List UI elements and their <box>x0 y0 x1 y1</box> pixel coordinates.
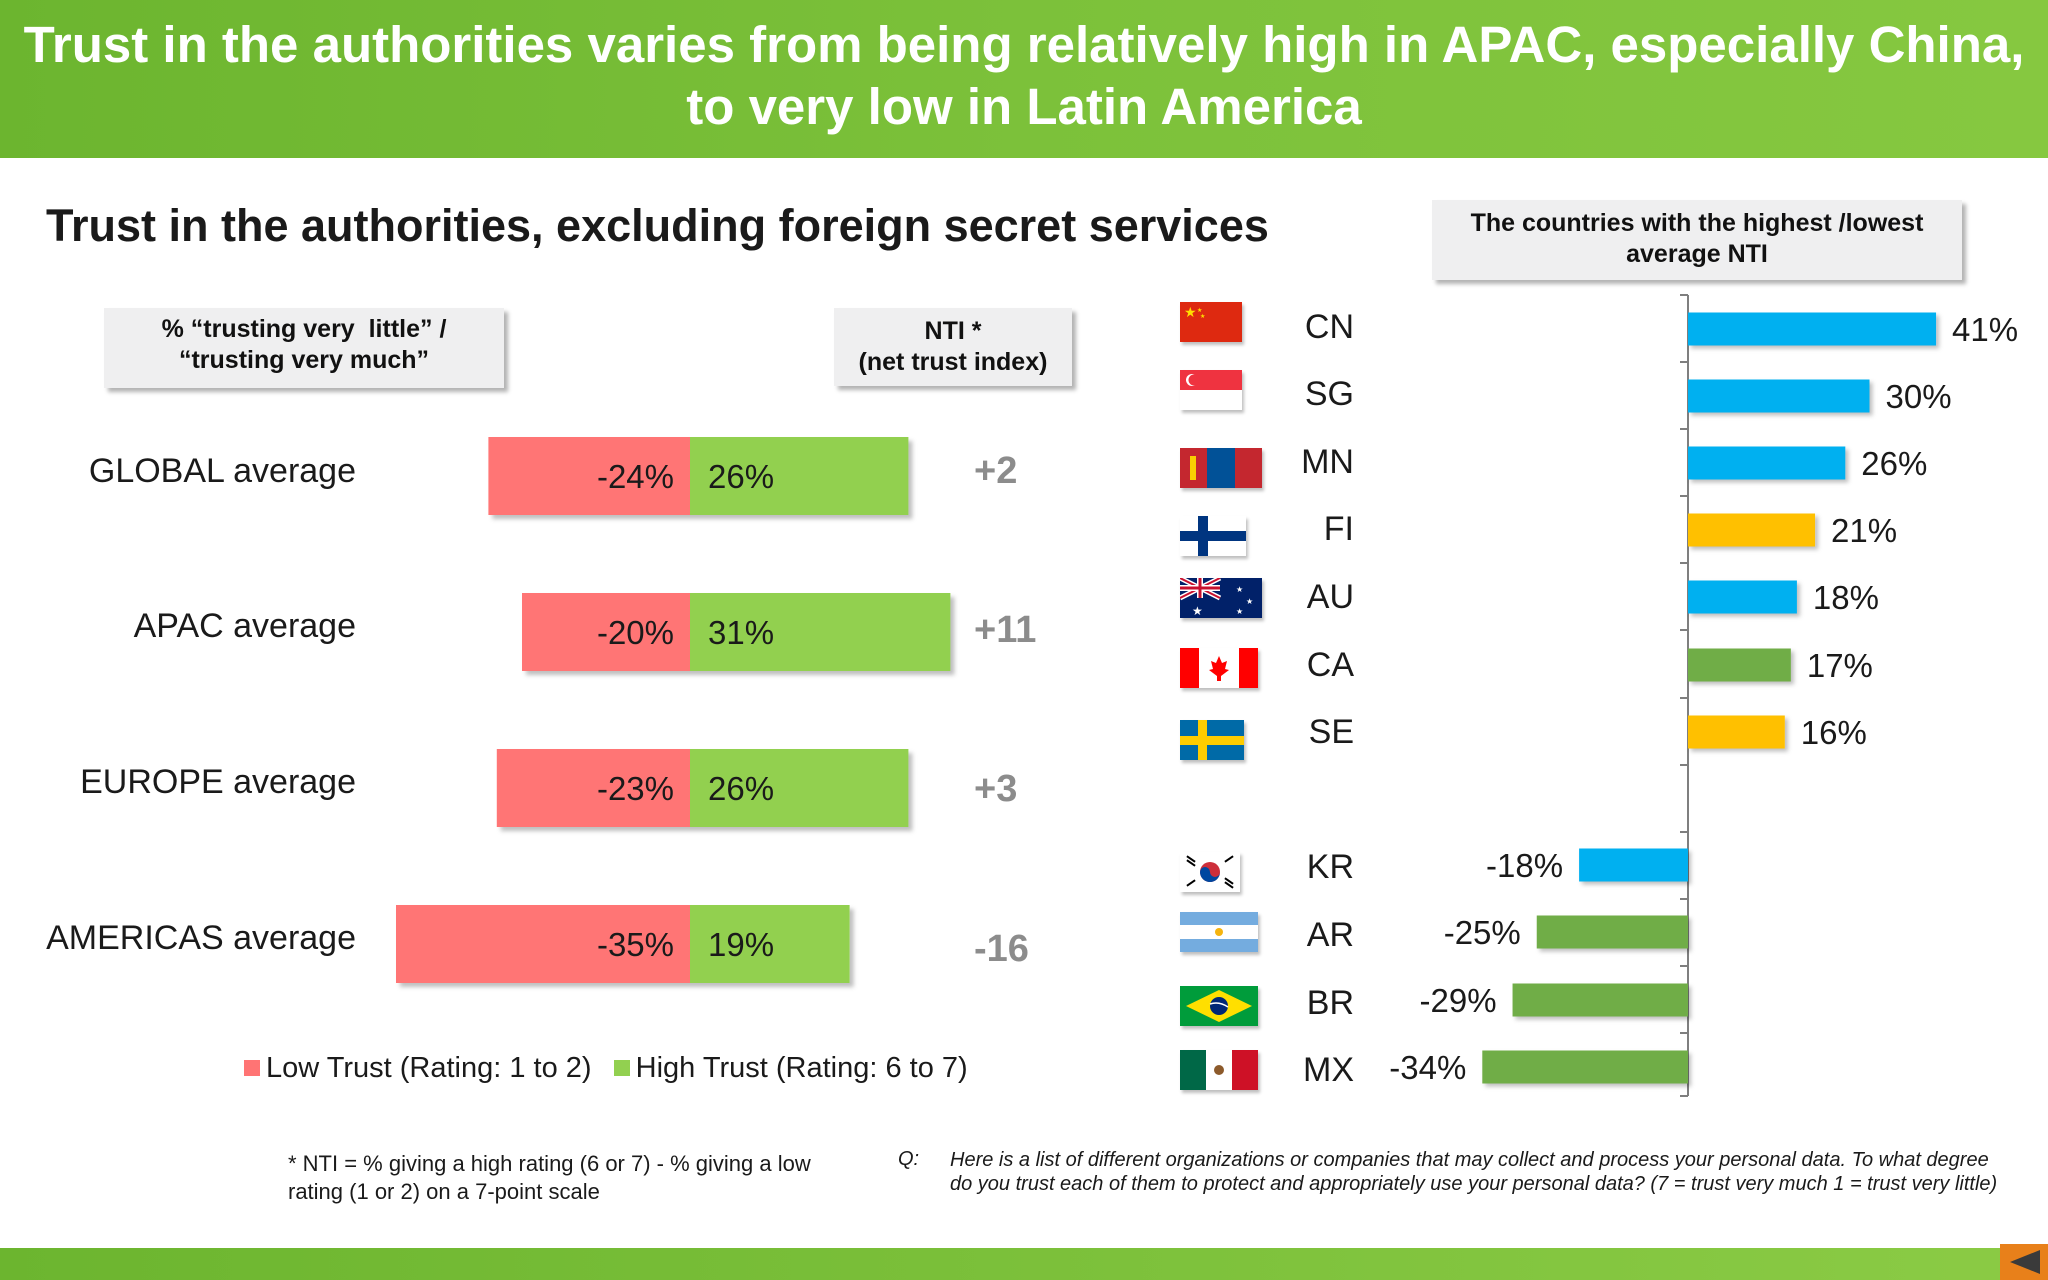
high-trust-label: 26% <box>708 770 774 807</box>
country-value-label: -25% <box>1444 914 1521 951</box>
country-bar <box>1688 580 1797 614</box>
country-bar <box>1688 379 1870 413</box>
region-label-europe: EUROPE average <box>80 763 356 801</box>
country-code-ca: CA <box>1306 646 1354 684</box>
country-code-ar: AR <box>1306 916 1354 954</box>
country-value-label: -34% <box>1389 1049 1466 1086</box>
legend-low-swatch <box>244 1060 260 1076</box>
highest-lowest-callout: The countries with the highest /lowest a… <box>1432 200 1962 280</box>
low-trust-bar <box>496 749 690 827</box>
svg-text:★: ★ <box>1200 313 1205 320</box>
svg-text:★: ★ <box>1192 604 1203 618</box>
country-code-br: BR <box>1306 984 1354 1022</box>
high-trust-bar <box>690 749 909 827</box>
flag-mongolia-icon <box>1180 448 1262 488</box>
legend-high-label: High Trust (Rating: 6 to 7) <box>635 1052 968 1084</box>
high-trust-bar <box>690 593 951 671</box>
country-code-fi: FI <box>1323 510 1354 548</box>
legend-low-label: Low Trust (Rating: 1 to 2) <box>266 1052 592 1084</box>
country-value-label: 30% <box>1886 378 1952 415</box>
country-code-se: SE <box>1308 713 1354 751</box>
low-trust-label: -24% <box>597 458 674 495</box>
country-value-label: 21% <box>1831 512 1897 549</box>
flag-brazil-icon <box>1180 986 1258 1026</box>
high-trust-bar <box>690 905 850 983</box>
region-label-americas: AMERICAS average <box>46 919 356 957</box>
question-text: Here is a list of different organization… <box>950 1149 1998 1195</box>
country-value-label: 17% <box>1807 647 1873 684</box>
arrow-left-icon <box>2010 1250 2040 1274</box>
chart-legend: Low Trust (Rating: 1 to 2) High Trust (R… <box>244 1052 968 1085</box>
nti-callout: NTI * (net trust index) <box>834 308 1072 386</box>
country-bar <box>1688 648 1791 682</box>
country-value-label: 18% <box>1813 579 1879 616</box>
region-label-apac: APAC average <box>133 607 356 645</box>
high-trust-label: 26% <box>708 458 774 495</box>
nti-value-apac: +11 <box>974 609 1037 651</box>
low-trust-label: -35% <box>597 926 674 963</box>
high-trust-label: 19% <box>708 926 774 963</box>
country-bar <box>1688 446 1846 480</box>
slide-title: Trust in the authorities varies from bei… <box>0 14 2048 138</box>
flag-argentina-icon <box>1180 912 1258 952</box>
low-trust-label: -23% <box>597 770 674 807</box>
question-label: Q: <box>898 1148 920 1170</box>
country-code-sg: SG <box>1304 375 1354 413</box>
low-trust-label: -20% <box>597 614 674 651</box>
country-value-label: 16% <box>1801 714 1867 751</box>
flag-south-korea-icon <box>1180 852 1240 892</box>
slide-title-line-2: to very low in Latin America <box>686 78 1362 135</box>
country-code-kr: KR <box>1306 848 1354 886</box>
footer-bar <box>0 1248 2048 1280</box>
country-value-label: 26% <box>1861 445 1927 482</box>
country-value-label: -18% <box>1486 847 1563 884</box>
flag-china-icon: ★ ★ ★ <box>1180 302 1242 342</box>
svg-text:★: ★ <box>1246 597 1253 606</box>
country-bar <box>1512 983 1688 1017</box>
nti-footnote: * NTI = % giving a high rating (6 or 7) … <box>288 1151 811 1204</box>
flag-australia-icon: ★ ★ ★ ★ <box>1180 578 1262 618</box>
svg-text:★: ★ <box>1236 607 1243 616</box>
flag-singapore-icon <box>1180 370 1242 410</box>
country-bar <box>1482 1050 1688 1084</box>
legend-high-swatch <box>613 1060 630 1076</box>
low-trust-bar <box>488 437 690 515</box>
svg-text:★: ★ <box>1236 585 1243 594</box>
flag-canada-icon <box>1180 648 1258 688</box>
country-code-au: AU <box>1306 578 1354 616</box>
header-banner <box>0 0 2048 158</box>
nti-value-global: +2 <box>974 450 1018 492</box>
slide-title-line-1: Trust in the authorities varies from bei… <box>23 16 2025 73</box>
nti-value-americas: -16 <box>974 928 1029 970</box>
flag-mexico-icon <box>1180 1050 1258 1090</box>
country-value-label: -29% <box>1420 982 1497 1019</box>
country-bar <box>1688 312 1937 346</box>
flag-sweden-icon <box>1180 720 1244 760</box>
country-bar <box>1688 715 1785 749</box>
trust-scale-callout: % “trusting very little” / “trusting ver… <box>104 308 504 388</box>
region-label-global: GLOBAL average <box>88 452 356 490</box>
svg-text:★: ★ <box>1197 307 1202 314</box>
country-bar <box>1688 513 1816 547</box>
chart-title: Trust in the authorities, excluding fore… <box>46 200 1269 251</box>
previous-slide-button[interactable] <box>2000 1244 2048 1280</box>
high-trust-bar <box>690 437 909 515</box>
flag-finland-icon <box>1180 516 1246 556</box>
country-code-mx: MX <box>1303 1051 1354 1089</box>
country-value-label: 41% <box>1952 311 2018 348</box>
low-trust-bar <box>522 593 690 671</box>
country-code-cn: CN <box>1304 308 1354 346</box>
low-trust-bar <box>396 905 690 983</box>
country-bar <box>1536 915 1688 949</box>
svg-text:★: ★ <box>1184 304 1197 320</box>
country-bar <box>1579 848 1688 882</box>
high-trust-label: 31% <box>708 614 774 651</box>
country-code-mn: MN <box>1301 443 1354 481</box>
nti-value-europe: +3 <box>974 768 1018 810</box>
